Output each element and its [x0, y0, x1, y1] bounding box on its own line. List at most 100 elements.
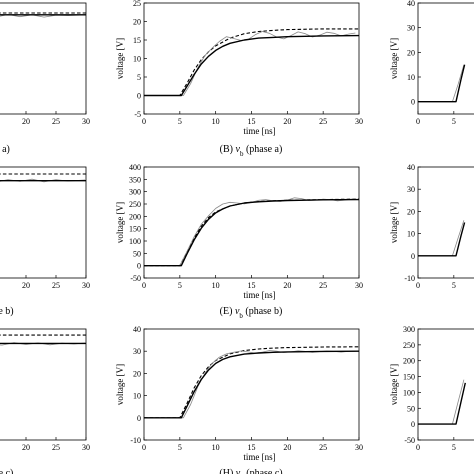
y-tick-label: 50 [407, 404, 415, 413]
caption-prefix: (B) [220, 144, 236, 155]
y-tick-label: 10 [133, 55, 141, 64]
plot-frame [143, 166, 360, 279]
y-tick-label: 40 [133, 325, 141, 334]
series-line-dashed [144, 28, 359, 97]
y-tick-label: 5 [137, 73, 141, 82]
y-tick-label: 20 [407, 207, 415, 216]
panel-caption: e b) [0, 306, 14, 317]
x-tick-label: 0 [142, 117, 146, 126]
caption-sym: v [236, 468, 241, 474]
x-axis-label: time [ns] [243, 452, 275, 462]
series-line-thin [144, 31, 356, 96]
y-axis-label: voltage [V] [389, 38, 399, 79]
y-tick-label: 10 [133, 392, 141, 401]
y-tick-label: 25 [133, 0, 141, 8]
plot-frame [143, 328, 360, 441]
caption-rest: (phase a) [243, 144, 282, 155]
x-tick-label: 30 [82, 443, 90, 452]
y-tick-label: 400 [129, 163, 141, 172]
caption-sym: v [235, 306, 240, 317]
y-tick-label: 250 [403, 341, 415, 350]
x-tick-label: 20 [22, 443, 30, 452]
y-tick-label: 200 [403, 357, 415, 366]
x-tick-label: 5 [452, 443, 456, 452]
y-tick-label: 350 [129, 175, 141, 184]
series-line-thin [144, 197, 359, 267]
y-tick-label: 200 [129, 212, 141, 221]
panel-g: 20 25 30 e c) [0, 328, 90, 474]
y-tick-label: 40 [407, 0, 415, 8]
x-tick-label: 30 [355, 281, 363, 290]
x-tick-label: 0 [416, 281, 420, 290]
x-axis-label: time [ns] [243, 290, 275, 300]
y-tick-label: 30 [407, 185, 415, 194]
plot-frame [0, 328, 87, 441]
caption-prefix: (E) [220, 306, 235, 317]
y-tick-label: 10 [407, 230, 415, 239]
y-tick-label: 100 [129, 237, 141, 246]
x-axis-label: time [ns] [243, 126, 275, 136]
caption-rest: (phase c) [244, 468, 283, 474]
panel-caption: a) [2, 144, 10, 155]
series-line-solid [418, 222, 466, 257]
y-tick-label: -5 [134, 110, 141, 119]
x-tick-label: 20 [283, 281, 291, 290]
x-tick-label: 15 [248, 117, 256, 126]
x-tick-label: 25 [319, 443, 327, 452]
x-tick-label: 25 [52, 117, 60, 126]
y-tick-label: 0 [411, 98, 415, 107]
series-line-dashed [144, 198, 359, 267]
series-line-solid [144, 34, 359, 97]
caption-sub: b [240, 150, 244, 158]
panel-caption: e c) [0, 468, 13, 474]
x-tick-label: 20 [283, 443, 291, 452]
x-tick-label: 25 [52, 281, 60, 290]
panel-caption: (B) vb (phase a) [220, 144, 283, 158]
x-tick-label: 20 [283, 117, 291, 126]
panel-a: 20 25 30 a) [0, 2, 90, 155]
x-tick-label: 25 [319, 281, 327, 290]
x-tick-label: 0 [416, 117, 420, 126]
x-tick-label: 5 [178, 443, 182, 452]
caption-rest: a) [2, 144, 10, 155]
panel-caption: (E) vb (phase b) [220, 306, 283, 320]
caption-rest: e c) [0, 468, 13, 474]
y-tick-label: 150 [403, 373, 415, 382]
y-tick-label: -10 [404, 274, 415, 283]
y-tick-label: 30 [407, 24, 415, 33]
x-tick-label: 5 [178, 281, 182, 290]
y-tick-label: 100 [403, 388, 415, 397]
y-tick-label: 30 [133, 347, 141, 356]
caption-sym: v [236, 144, 241, 155]
series-line-solid [418, 382, 466, 425]
y-tick-label: -10 [130, 436, 141, 445]
y-tick-label: 20 [133, 369, 141, 378]
x-tick-label: 15 [248, 443, 256, 452]
y-tick-label: 10 [407, 73, 415, 82]
y-tick-label: 0 [411, 420, 415, 429]
x-tick-label: 20 [22, 281, 30, 290]
y-axis-label: voltage [V] [389, 202, 399, 243]
plot-frame [417, 166, 474, 279]
caption-rest: (phase b) [243, 306, 282, 317]
plot-frame [143, 2, 360, 115]
x-tick-label: 20 [22, 117, 30, 126]
y-tick-label: -50 [404, 436, 415, 445]
y-axis-label: voltage [V] [115, 364, 125, 405]
y-tick-label: 40 [407, 163, 415, 172]
y-axis-label: voltage [V] [389, 364, 399, 405]
series-line-solid [144, 198, 359, 267]
x-tick-label: 30 [82, 117, 90, 126]
panel-c: 0 5 0 10 20 30 40 voltage [V] [389, 0, 474, 126]
x-tick-label: 10 [212, 117, 220, 126]
plot-frame [417, 328, 474, 441]
y-tick-label: 0 [137, 262, 141, 271]
x-tick-label: 10 [212, 281, 220, 290]
plot-frame [0, 166, 87, 279]
series-line-thin [144, 350, 356, 419]
y-axis-label: voltage [V] [115, 38, 125, 79]
